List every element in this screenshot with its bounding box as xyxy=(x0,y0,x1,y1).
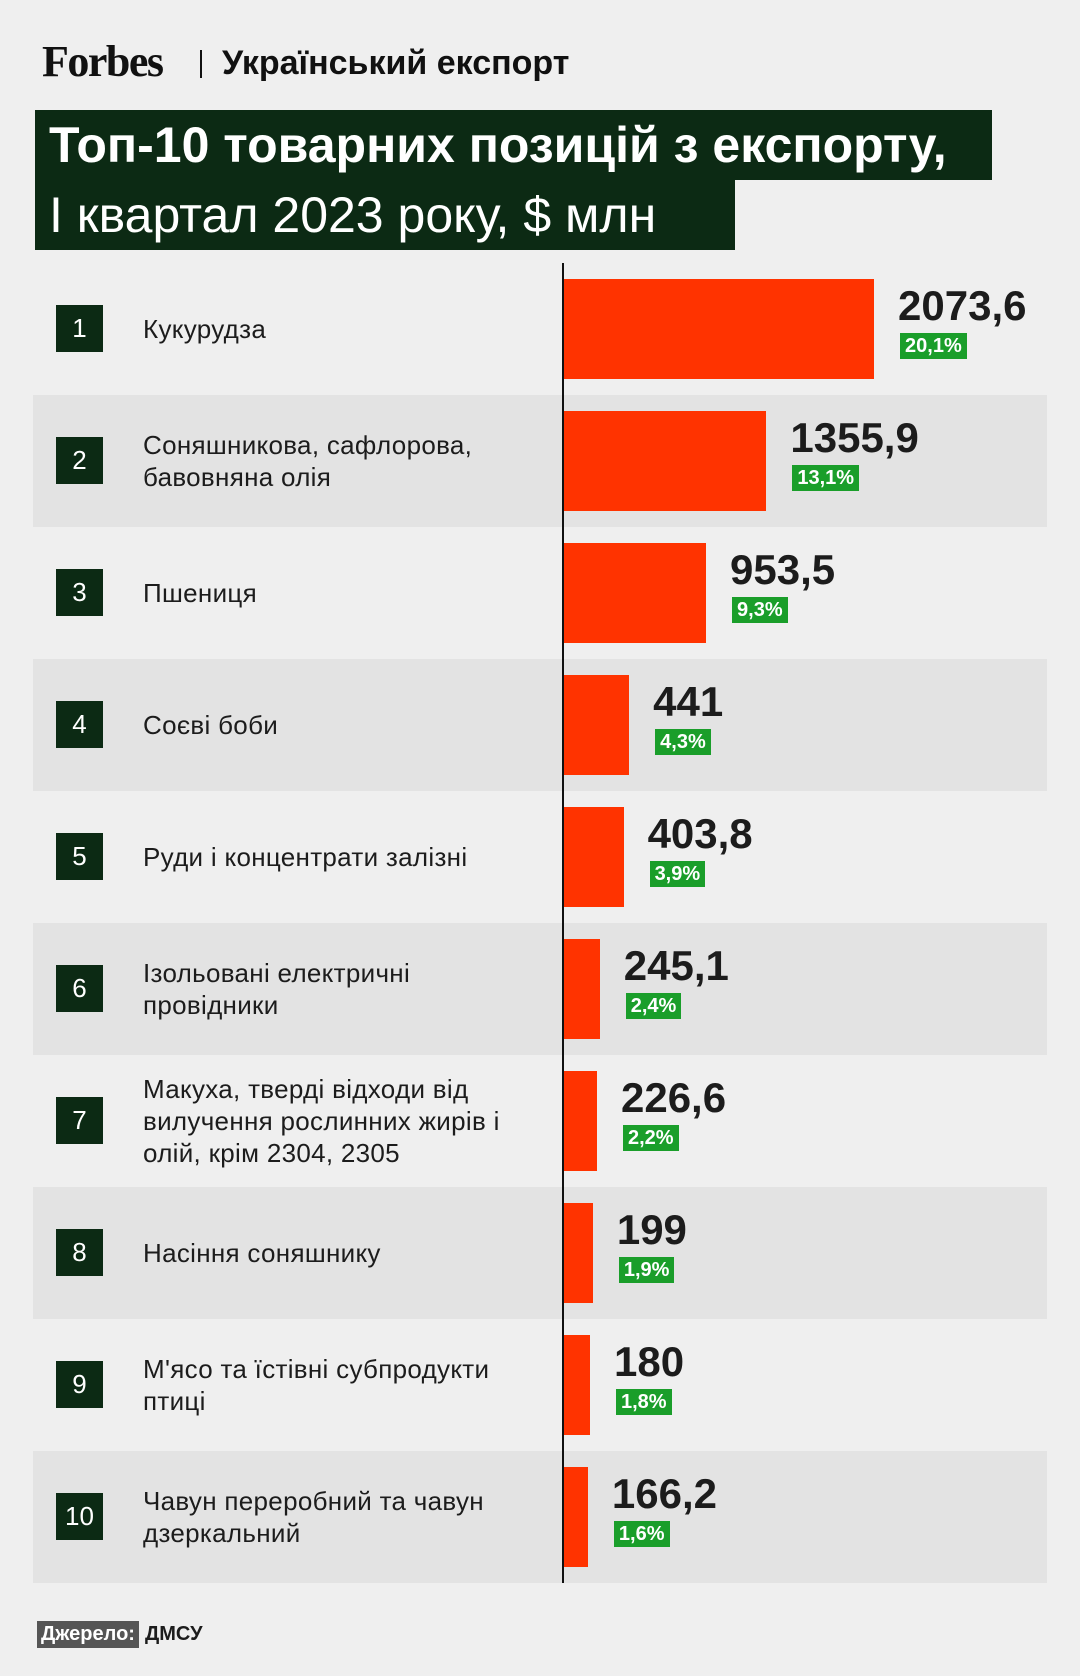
share-badge: 1,9% xyxy=(618,1257,675,1283)
source-label: Джерело: xyxy=(37,1621,139,1648)
rank-badge: 7 xyxy=(56,1097,103,1144)
axis-line xyxy=(562,263,564,1583)
share-badge: 1,6% xyxy=(613,1521,670,1547)
row-background xyxy=(33,1187,1047,1319)
bar xyxy=(563,1467,588,1567)
value-label: 1355,9 xyxy=(790,414,919,461)
value-label: 245,1 xyxy=(623,942,729,989)
rank-badge: 2 xyxy=(56,437,103,484)
rank-badge: 6 xyxy=(56,965,103,1012)
share-badge: 9,3% xyxy=(732,597,788,623)
share-badge: 1,8% xyxy=(616,1389,672,1415)
share-badge: 20,1% xyxy=(900,333,967,359)
value-label: 180 xyxy=(614,1338,685,1385)
bar xyxy=(563,675,630,775)
row-background xyxy=(33,659,1047,791)
rank-badge: 3 xyxy=(56,569,103,616)
bar xyxy=(563,939,600,1039)
rank-badge: 9 xyxy=(56,1361,103,1408)
share-badge: 4,3% xyxy=(655,729,711,755)
chart-subtitle: І квартал 2023 року, $ млн xyxy=(35,180,735,250)
source-name: ДМСУ xyxy=(145,1623,203,1645)
value-label: 2073,6 xyxy=(898,282,1027,329)
rank-badge: 8 xyxy=(56,1229,103,1276)
bar xyxy=(563,1335,590,1435)
value-label: 953,5 xyxy=(730,546,836,593)
brand-logo: Forbes xyxy=(42,37,164,86)
rank-badge: 10 xyxy=(56,1493,103,1540)
separator xyxy=(200,50,202,78)
rank-badge: 1 xyxy=(56,305,103,352)
value-label: 166,2 xyxy=(611,1470,718,1517)
category-label: Насіння соняшнику xyxy=(143,1238,381,1268)
category-label: Соняшникова, сафлорова, бавовняна олія xyxy=(143,430,473,492)
category-label: Соєві боби xyxy=(143,710,279,740)
category-label: Пшениця xyxy=(143,578,257,608)
value-label: 441 xyxy=(653,678,724,725)
chart-title: Топ-10 товарних позицій з експорту, xyxy=(35,110,992,180)
share-badge: 2,4% xyxy=(625,993,682,1019)
bar xyxy=(563,411,767,511)
category-label: Макуха, тверді відходи від вилучення рос… xyxy=(143,1074,500,1168)
bar xyxy=(563,543,707,643)
category-label: Руди і концентрати залізні xyxy=(143,842,468,872)
share-badge: 2,2% xyxy=(622,1125,679,1151)
row-background xyxy=(33,1451,1047,1583)
share-badge: 3,9% xyxy=(649,861,706,887)
category-label: Ізольовані електричні провідники xyxy=(143,958,411,1020)
row-background xyxy=(33,395,1047,527)
value-label: 403,8 xyxy=(647,810,753,857)
share-badge: 13,1% xyxy=(792,465,860,491)
category-label: Кукурудза xyxy=(143,314,267,344)
rank-badge: 4 xyxy=(56,701,103,748)
bar xyxy=(563,279,875,379)
bar xyxy=(563,1071,597,1171)
bar xyxy=(563,807,624,907)
value-label: 199 xyxy=(616,1206,687,1253)
rank-badge: 5 xyxy=(56,833,103,880)
bar xyxy=(563,1203,593,1303)
value-label: 226,6 xyxy=(620,1074,727,1121)
row-background xyxy=(33,923,1047,1055)
section-title: Український експорт xyxy=(222,44,570,82)
category-label: Чавун переробний та чавун дзеркальний xyxy=(143,1486,484,1548)
category-label: М'ясо та їстівні субпродукти птиці xyxy=(143,1354,490,1416)
